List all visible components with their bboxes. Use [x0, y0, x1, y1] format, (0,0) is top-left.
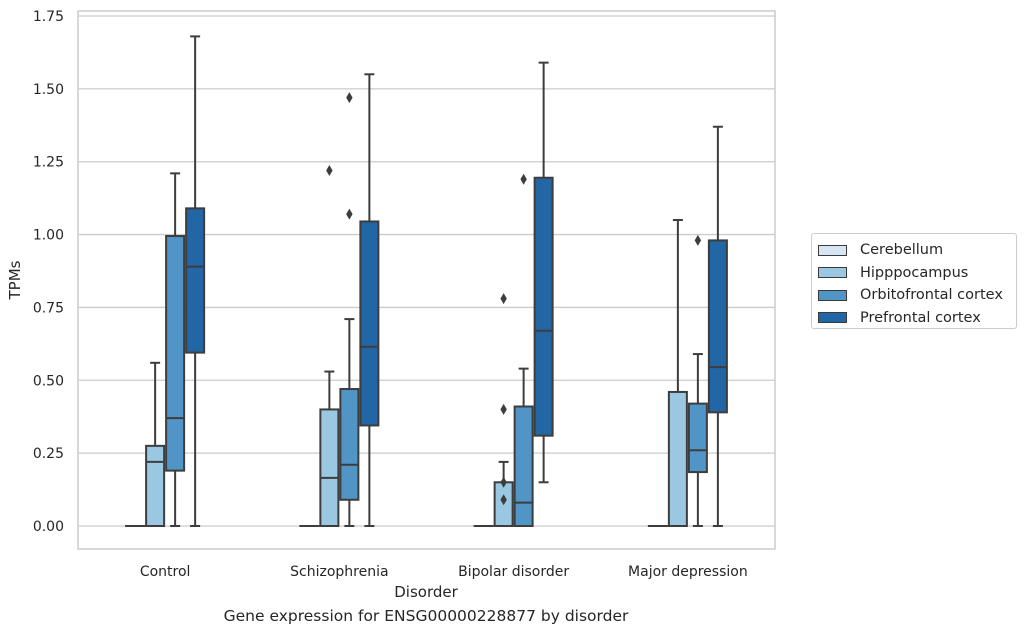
box-hipppocampus	[145, 361, 166, 528]
y-tick-label: 0.50	[33, 373, 64, 389]
outlier-point	[520, 173, 527, 185]
box-iqr	[687, 402, 708, 474]
legend-swatch	[818, 312, 847, 324]
box-iqr	[165, 235, 186, 472]
x-tick-label: Control	[140, 564, 191, 580]
box-hipppocampus	[493, 293, 514, 527]
outlier-point	[326, 164, 333, 176]
plot-area-frame	[77, 10, 776, 550]
y-tick-label: 0.75	[33, 300, 64, 316]
outlier-point	[346, 92, 353, 104]
box-orbitofrontal-cortex	[513, 173, 534, 527]
y-tick-label: 0.25	[33, 446, 64, 462]
box-iqr	[667, 390, 688, 528]
box-series	[125, 35, 728, 528]
box-prefrontal-cortex	[185, 35, 206, 527]
y-tick-label: 0.00	[33, 519, 64, 535]
box-iqr	[533, 176, 554, 437]
y-tick-label: 1.75	[33, 9, 64, 25]
legend-item-hippocampus: Hipppocampus	[818, 262, 1016, 285]
legend-label: Prefrontal cortex	[860, 309, 981, 326]
box-orbitofrontal-cortex	[165, 172, 186, 527]
box-iqr	[319, 408, 340, 527]
box-iqr	[707, 239, 728, 414]
box-iqr	[359, 220, 380, 427]
legend: Cerebellum Hipppocampus Orbitofrontal co…	[811, 233, 1017, 329]
legend-item-cerebellum: Cerebellum	[818, 239, 1016, 262]
legend-label: Cerebellum	[860, 242, 944, 259]
box-orbitofrontal-cortex	[339, 92, 360, 527]
y-tick-label: 1.00	[33, 228, 64, 244]
outlier-point	[500, 293, 507, 305]
box-iqr	[339, 388, 360, 501]
box-prefrontal-cortex	[533, 61, 554, 484]
y-tick-label: 1.25	[33, 155, 64, 171]
box-orbitofrontal-cortex	[687, 234, 708, 527]
outlier-point	[346, 208, 353, 220]
x-tick-label: Major depression	[628, 564, 748, 580]
box-iqr	[185, 207, 206, 354]
legend-label: Orbitofrontal cortex	[860, 287, 1003, 304]
y-tick-labels: 0.00 0.25 0.50 0.75 1.00 1.25 1.50 1.75	[33, 9, 64, 535]
legend-swatch	[818, 289, 847, 301]
x-axis-label: Disorder	[394, 583, 458, 601]
chart-caption: Gene expression for ENSG00000228877 by d…	[223, 607, 629, 625]
outlier-point	[500, 494, 507, 506]
x-tick-label: Bipolar disorder	[458, 564, 569, 580]
box-prefrontal-cortex	[359, 73, 380, 527]
y-axis-label: TPMs	[6, 260, 24, 300]
box-prefrontal-cortex	[707, 125, 728, 527]
outlier-point	[500, 403, 507, 415]
box-hipppocampus	[667, 219, 688, 528]
legend-item-prefrontal-cortex: Prefrontal cortex	[818, 307, 1016, 330]
box-hipppocampus	[319, 164, 340, 527]
box-iqr	[513, 405, 534, 527]
legend-label: Hipppocampus	[860, 264, 969, 281]
outlier-point	[694, 234, 702, 246]
box-iqr	[145, 444, 166, 528]
y-tick-label: 1.50	[33, 82, 64, 98]
outlier-point	[500, 476, 507, 488]
legend-swatch	[818, 267, 847, 279]
legend-item-orbitofrontal-cortex: Orbitofrontal cortex	[818, 284, 1016, 307]
legend-swatch	[818, 244, 847, 256]
x-tick-labels: Control Schizophrenia Bipolar disorder Majo…	[140, 564, 748, 580]
x-tick-label: Schizophrenia	[290, 564, 388, 580]
